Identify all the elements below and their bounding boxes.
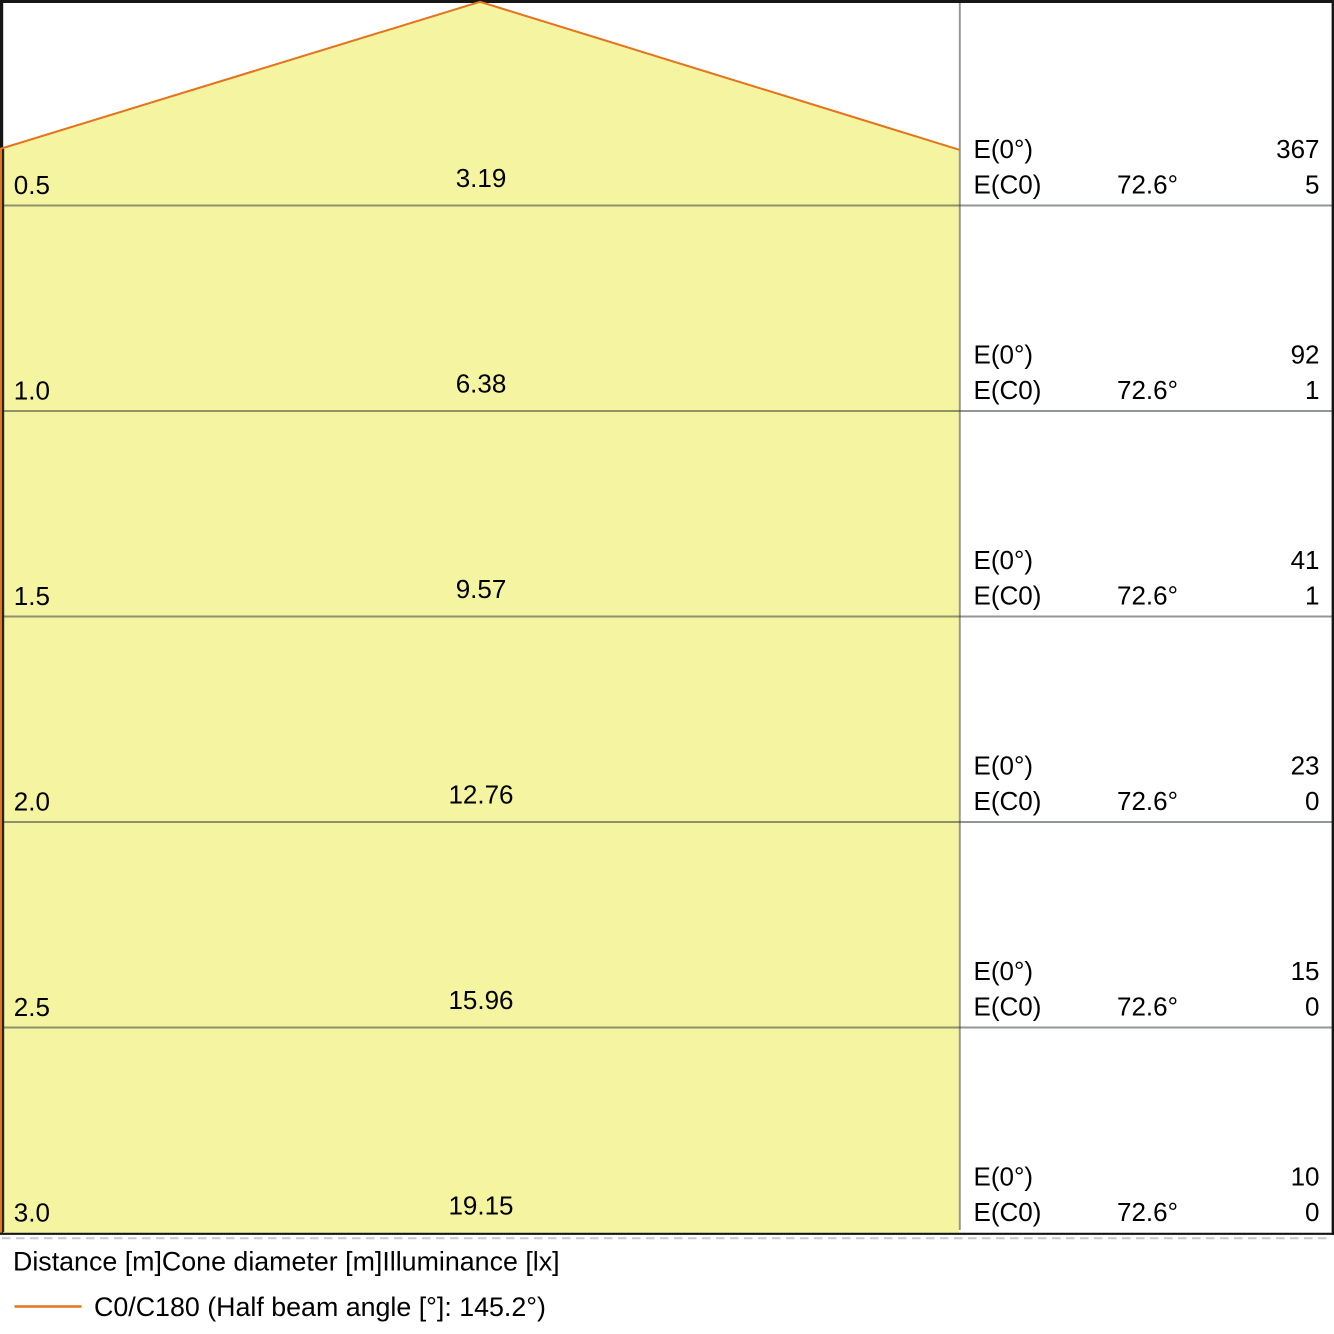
svg-text:23: 23 <box>1291 751 1320 781</box>
svg-text:Distance [m]Cone diameter [m]I: Distance [m]Cone diameter [m]Illuminance… <box>13 1247 560 1277</box>
svg-text:15.96: 15.96 <box>448 985 513 1015</box>
svg-text:3.19: 3.19 <box>456 163 507 193</box>
svg-text:367: 367 <box>1276 134 1319 164</box>
svg-text:E(0°): E(0°) <box>974 956 1034 986</box>
svg-text:0: 0 <box>1305 1197 1319 1227</box>
svg-text:72.6°: 72.6° <box>1117 375 1178 405</box>
svg-text:C0/C180 (Half beam angle [°]:: C0/C180 (Half beam angle [°]: 145.2°) <box>94 1292 546 1322</box>
svg-text:E(C0): E(C0) <box>974 375 1042 405</box>
svg-text:E(0°): E(0°) <box>974 340 1034 370</box>
svg-text:E(C0): E(C0) <box>974 1197 1042 1227</box>
svg-text:E(0°): E(0°) <box>974 545 1034 575</box>
svg-text:2.5: 2.5 <box>14 992 50 1022</box>
svg-text:72.6°: 72.6° <box>1117 169 1178 199</box>
svg-text:72.6°: 72.6° <box>1117 786 1178 816</box>
svg-text:0: 0 <box>1305 991 1319 1021</box>
svg-text:41: 41 <box>1291 545 1320 575</box>
svg-text:1: 1 <box>1305 580 1319 610</box>
svg-text:9.57: 9.57 <box>456 574 507 604</box>
svg-text:E(0°): E(0°) <box>974 134 1034 164</box>
svg-text:1: 1 <box>1305 375 1319 405</box>
svg-text:E(C0): E(C0) <box>974 991 1042 1021</box>
svg-text:19.15: 19.15 <box>448 1190 513 1220</box>
svg-text:72.6°: 72.6° <box>1117 580 1178 610</box>
svg-text:E(0°): E(0°) <box>974 1162 1034 1192</box>
svg-text:1.0: 1.0 <box>14 375 50 405</box>
svg-text:E(C0): E(C0) <box>974 786 1042 816</box>
svg-text:15: 15 <box>1291 956 1320 986</box>
svg-text:E(C0): E(C0) <box>974 169 1042 199</box>
svg-text:72.6°: 72.6° <box>1117 991 1178 1021</box>
svg-text:72.6°: 72.6° <box>1117 1197 1178 1227</box>
svg-text:2.0: 2.0 <box>14 786 50 816</box>
svg-text:1.5: 1.5 <box>14 581 50 611</box>
svg-text:5: 5 <box>1305 169 1319 199</box>
svg-text:0.5: 0.5 <box>14 170 50 200</box>
svg-text:E(C0): E(C0) <box>974 580 1042 610</box>
svg-text:6.38: 6.38 <box>456 368 507 398</box>
svg-text:E(0°): E(0°) <box>974 751 1034 781</box>
svg-text:3.0: 3.0 <box>14 1197 50 1227</box>
svg-text:92: 92 <box>1291 340 1320 370</box>
svg-text:12.76: 12.76 <box>448 779 513 809</box>
svg-text:10: 10 <box>1291 1162 1320 1192</box>
svg-text:0: 0 <box>1305 786 1319 816</box>
